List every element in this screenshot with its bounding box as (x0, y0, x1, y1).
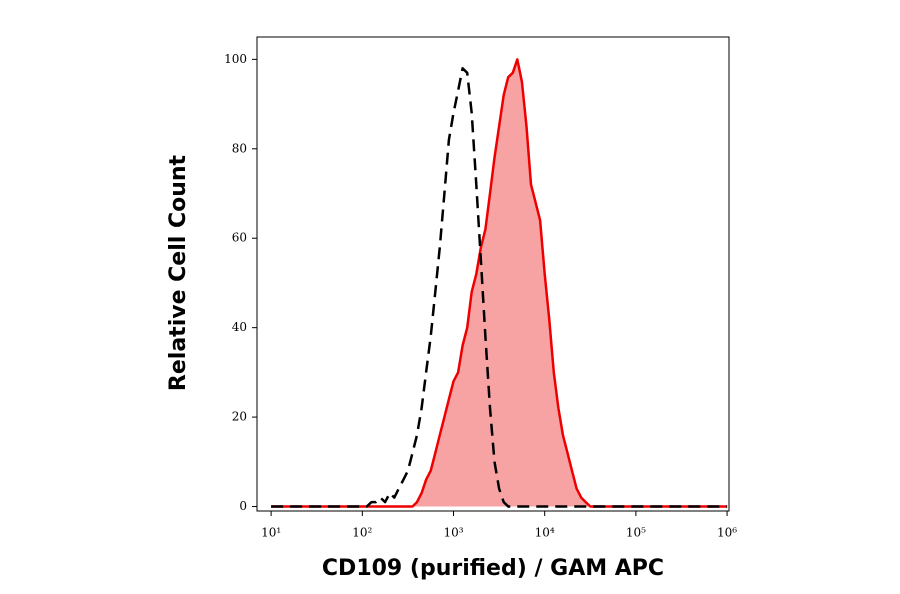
plot-frame (256, 36, 730, 512)
y-tick-label: 60 (232, 231, 247, 245)
y-tick-label: 80 (232, 141, 247, 155)
histogram-line (271, 67, 728, 508)
y-tick-label: 100 (224, 52, 247, 66)
y-tick-label: 40 (232, 320, 247, 334)
histogram-area (271, 59, 728, 507)
x-axis-label: CD109 (purified) / GAM APC (322, 556, 664, 581)
x-tick-label: 10⁴ (535, 526, 555, 540)
histogram-outline (271, 58, 728, 508)
x-tick-label: 10⁵ (626, 526, 646, 540)
y-tick-label: 20 (232, 410, 247, 424)
x-tick-label: 10⁶ (717, 526, 737, 540)
x-tick-label: 10¹ (261, 526, 281, 540)
x-tick-label: 10² (352, 526, 372, 540)
y-axis-label: Relative Cell Count (166, 154, 191, 391)
x-tick-label: 10³ (443, 526, 463, 540)
y-tick-label: 0 (239, 499, 247, 513)
